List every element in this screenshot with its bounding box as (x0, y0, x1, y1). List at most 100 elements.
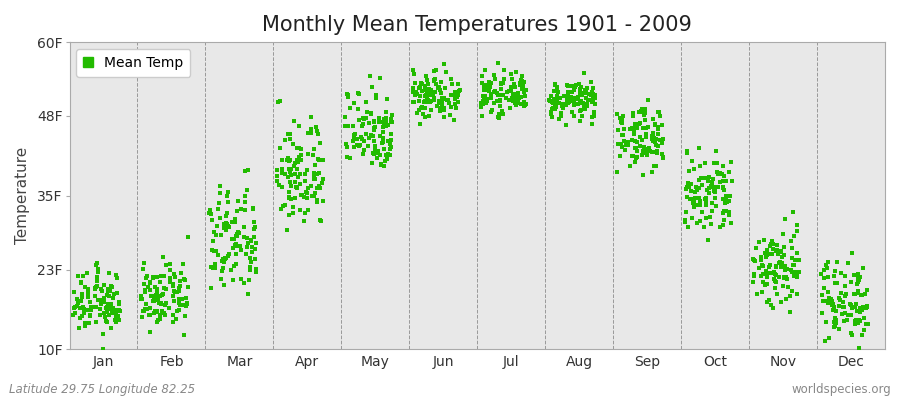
Point (484, 80, 499, 86)
Point (111, 313, 125, 319)
Point (492, 92, 507, 99)
Point (855, 332, 869, 338)
Point (307, 176, 321, 182)
Point (754, 253, 769, 260)
Point (837, 317, 851, 324)
Point (501, 88, 516, 94)
Point (418, 73, 433, 79)
Point (822, 335, 836, 342)
Point (310, 198, 324, 205)
Point (612, 141, 626, 147)
Point (708, 195, 723, 202)
Point (177, 277, 192, 284)
Point (384, 137, 399, 144)
Point (716, 163, 730, 169)
Point (110, 290, 124, 296)
Point (703, 214, 717, 220)
Point (406, 99, 420, 105)
Point (306, 152, 320, 158)
Point (679, 186, 693, 192)
Point (681, 180, 696, 186)
Point (356, 138, 371, 144)
Point (547, 82, 562, 88)
Point (788, 256, 802, 263)
Point (626, 125, 640, 131)
Point (410, 90, 425, 97)
Point (702, 173, 716, 180)
Point (765, 240, 779, 247)
Point (406, 84, 420, 91)
Point (762, 243, 777, 249)
Point (301, 150, 315, 157)
Point (776, 283, 790, 290)
Point (206, 238, 220, 244)
Point (420, 90, 435, 96)
Point (549, 104, 563, 110)
Point (826, 306, 841, 313)
Point (82, 320, 96, 326)
Point (338, 122, 352, 129)
Point (692, 162, 706, 169)
Point (288, 179, 302, 186)
Point (760, 280, 774, 287)
Point (579, 88, 593, 95)
Point (760, 299, 775, 305)
Point (761, 264, 776, 270)
Point (754, 288, 769, 295)
Point (167, 288, 182, 294)
Point (698, 198, 713, 205)
Point (628, 159, 643, 165)
Point (560, 93, 574, 99)
Point (427, 97, 441, 103)
Point (545, 98, 560, 104)
Point (847, 290, 861, 297)
Point (412, 85, 427, 92)
Point (280, 157, 294, 163)
Point (419, 95, 434, 101)
Point (291, 174, 305, 180)
Point (243, 238, 257, 244)
Point (176, 332, 191, 338)
Point (484, 107, 499, 114)
Point (625, 153, 639, 159)
Point (240, 234, 255, 241)
Point (680, 148, 695, 154)
Point (617, 147, 632, 153)
Point (215, 258, 230, 264)
Point (154, 308, 168, 314)
Point (567, 112, 581, 119)
Point (789, 272, 804, 278)
Point (684, 196, 698, 202)
Point (851, 277, 866, 283)
Point (827, 318, 842, 325)
Point (855, 306, 869, 313)
Point (173, 283, 187, 290)
Point (571, 95, 585, 101)
Point (205, 216, 220, 223)
Point (784, 255, 798, 261)
Point (690, 202, 705, 208)
Point (274, 206, 288, 212)
Point (370, 154, 384, 161)
Point (142, 278, 157, 285)
Point (297, 171, 311, 177)
Point (452, 88, 466, 94)
Point (104, 306, 118, 312)
Point (210, 222, 224, 229)
Point (340, 144, 355, 150)
Point (173, 278, 187, 284)
Point (289, 184, 303, 190)
Point (151, 317, 166, 323)
Point (282, 194, 296, 200)
Point (682, 196, 697, 203)
Point (208, 265, 222, 271)
Point (774, 248, 788, 254)
Point (581, 90, 596, 97)
Point (492, 98, 507, 104)
Point (137, 308, 151, 314)
Point (857, 315, 871, 321)
Point (208, 248, 222, 254)
Point (707, 160, 722, 166)
Point (847, 272, 861, 278)
Point (493, 86, 508, 93)
